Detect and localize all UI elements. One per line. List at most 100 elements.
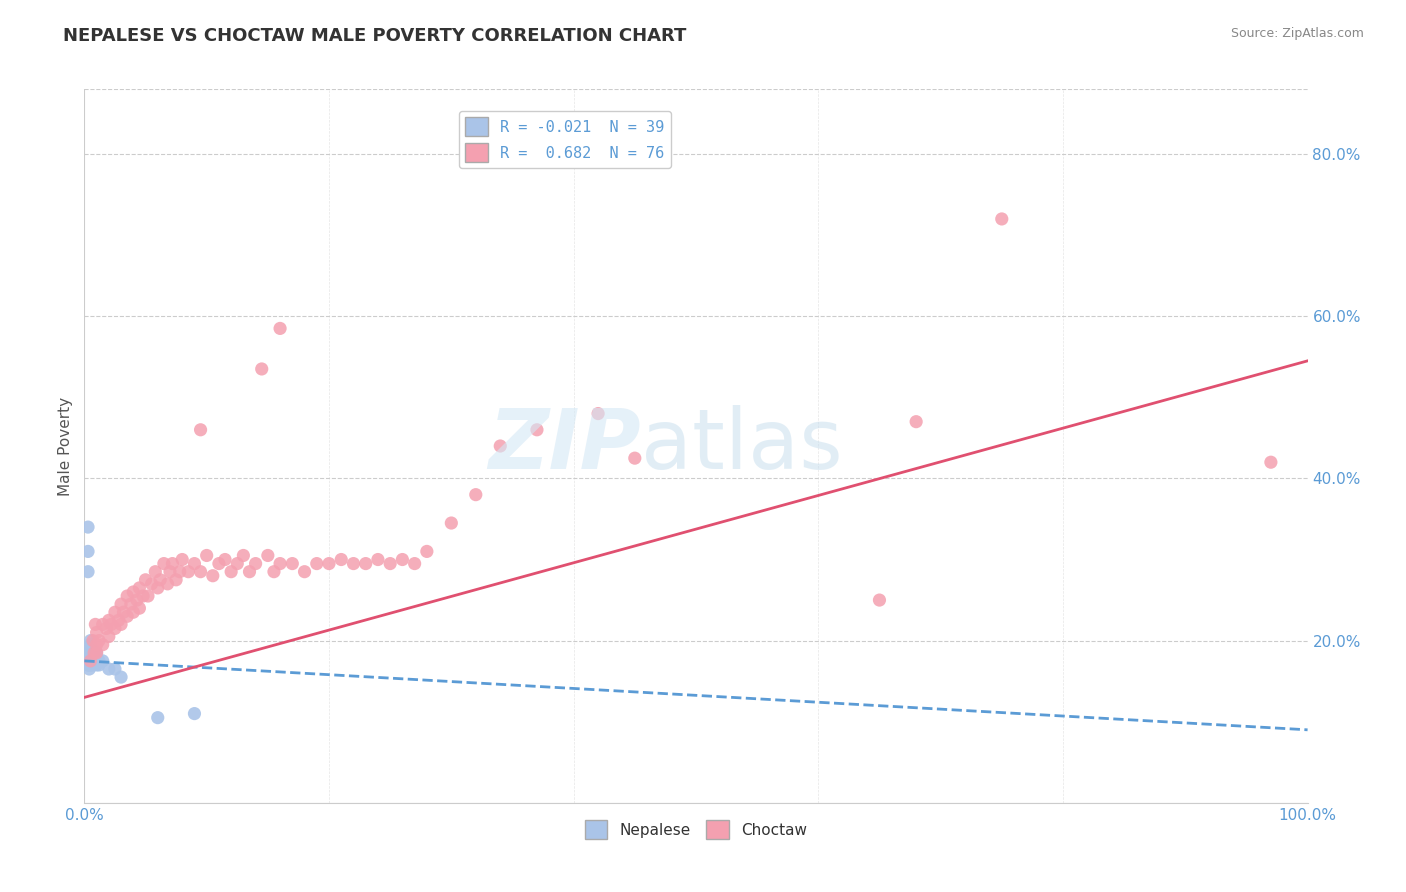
Point xyxy=(80,641,103,656)
Text: Source: ZipAtlas.com: Source: ZipAtlas.com xyxy=(1230,27,1364,40)
Point xyxy=(135,573,157,587)
Point xyxy=(84,617,107,632)
Point xyxy=(84,646,107,660)
Y-axis label: Male Poverty: Male Poverty xyxy=(58,396,73,496)
Point xyxy=(79,654,101,668)
Point xyxy=(125,593,148,607)
Point xyxy=(110,597,132,611)
Point xyxy=(91,638,114,652)
Point xyxy=(367,552,389,566)
Point xyxy=(146,711,169,725)
Point xyxy=(82,657,104,672)
Point xyxy=(149,573,172,587)
Point xyxy=(226,557,249,571)
Point xyxy=(87,654,110,668)
Point xyxy=(526,423,548,437)
Point xyxy=(122,585,145,599)
Point xyxy=(624,451,647,466)
Point xyxy=(97,662,120,676)
Point xyxy=(77,520,100,534)
Point xyxy=(132,589,155,603)
Point xyxy=(141,577,163,591)
Point xyxy=(110,670,132,684)
Point xyxy=(80,654,103,668)
Point xyxy=(86,649,108,664)
Point xyxy=(232,549,254,563)
Point xyxy=(440,516,463,530)
Point xyxy=(165,573,187,587)
Point xyxy=(318,557,340,571)
Point xyxy=(80,649,103,664)
Point xyxy=(869,593,891,607)
Point xyxy=(86,646,108,660)
Point xyxy=(86,657,108,672)
Point xyxy=(122,605,145,619)
Point xyxy=(97,613,120,627)
Point xyxy=(77,649,100,664)
Point xyxy=(84,654,107,668)
Point xyxy=(86,638,108,652)
Point xyxy=(86,646,108,660)
Point xyxy=(79,638,101,652)
Point xyxy=(79,657,101,672)
Point xyxy=(77,662,100,676)
Point xyxy=(269,321,291,335)
Point xyxy=(136,589,159,603)
Point xyxy=(190,565,212,579)
Point xyxy=(190,423,212,437)
Point xyxy=(112,605,135,619)
Point xyxy=(169,565,191,579)
Point xyxy=(489,439,512,453)
Point xyxy=(87,633,110,648)
Point xyxy=(83,649,105,664)
Point xyxy=(96,622,118,636)
Point xyxy=(257,549,280,563)
Point xyxy=(107,613,129,627)
Point xyxy=(128,601,150,615)
Point xyxy=(201,568,224,582)
Point xyxy=(183,706,205,721)
Point xyxy=(391,552,413,566)
Point xyxy=(281,557,304,571)
Point xyxy=(80,646,103,660)
Point xyxy=(91,654,114,668)
Point xyxy=(354,557,377,571)
Point xyxy=(219,565,242,579)
Point xyxy=(110,617,132,632)
Point xyxy=(82,649,104,664)
Point xyxy=(86,654,108,668)
Point xyxy=(380,557,402,571)
Point xyxy=(77,646,100,660)
Point xyxy=(250,362,273,376)
Point xyxy=(1260,455,1282,469)
Point xyxy=(77,544,100,558)
Point xyxy=(172,552,194,566)
Point xyxy=(79,633,101,648)
Point xyxy=(77,649,100,664)
Point xyxy=(77,657,100,672)
Point xyxy=(245,557,267,571)
Point xyxy=(82,654,104,668)
Point xyxy=(79,641,101,656)
Point xyxy=(86,625,108,640)
Point xyxy=(104,605,127,619)
Point xyxy=(77,565,100,579)
Point xyxy=(83,646,105,660)
Point xyxy=(79,646,101,660)
Point xyxy=(115,589,138,603)
Point xyxy=(404,557,426,571)
Point xyxy=(342,557,364,571)
Point xyxy=(79,649,101,664)
Point xyxy=(305,557,328,571)
Point xyxy=(464,488,486,502)
Point xyxy=(586,407,609,421)
Point xyxy=(294,565,316,579)
Point xyxy=(263,565,285,579)
Legend: Nepalese, Choctaw: Nepalese, Choctaw xyxy=(578,814,814,845)
Point xyxy=(87,657,110,672)
Point xyxy=(195,549,218,563)
Point xyxy=(104,662,127,676)
Text: atlas: atlas xyxy=(641,406,842,486)
Point xyxy=(416,544,439,558)
Point xyxy=(77,654,100,668)
